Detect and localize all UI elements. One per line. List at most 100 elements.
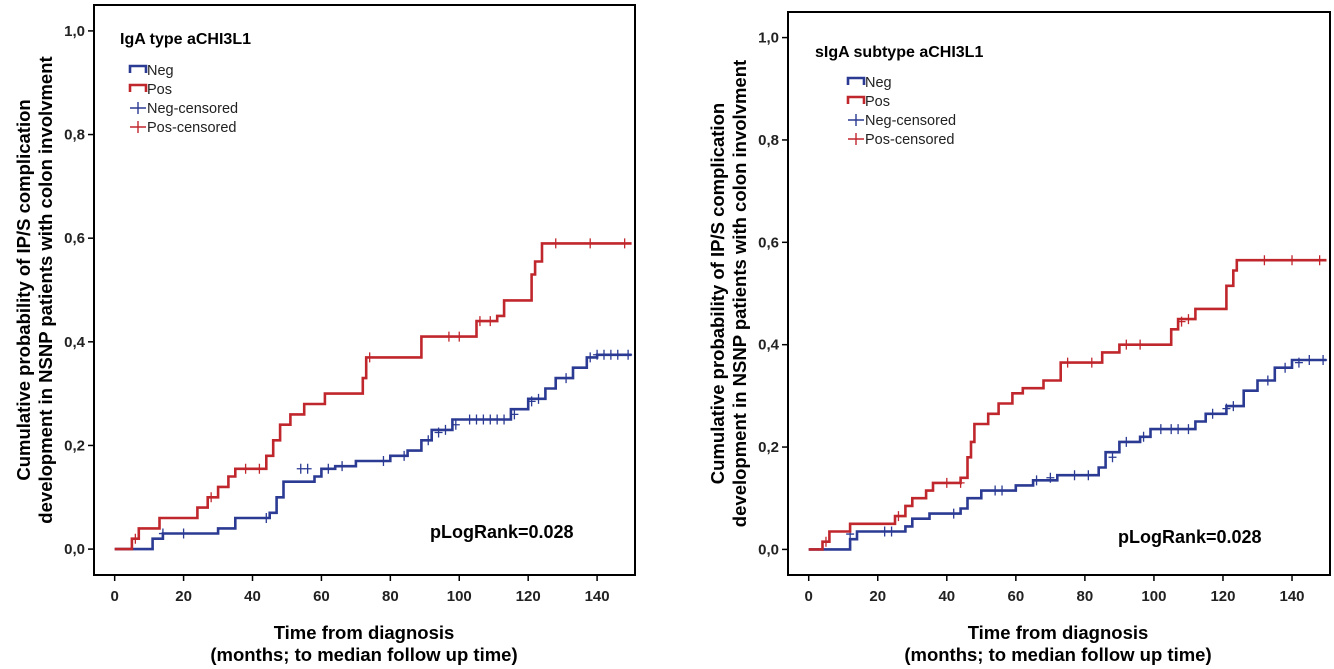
y-tick-label: 0,4 [758,337,780,354]
censor-mark-neg [1281,362,1290,373]
censor-mark-neg [338,461,347,472]
x-tick-label: 80 [382,588,399,605]
censor-mark-neg [441,424,450,435]
legend-swatch-censor [130,121,146,133]
legend-label: Neg [147,63,174,79]
legend-label: Pos-censored [865,132,954,148]
series-line-pos [114,242,632,551]
censor-mark-neg [400,450,409,461]
censor-mark-pos [486,316,495,327]
censor-mark-pos [551,238,560,249]
x-axis-label: (months; to median follow up time) [210,644,517,665]
censor-mark-neg [1263,375,1272,386]
censor-mark-neg [493,414,502,425]
censor-mark-neg [593,349,602,360]
x-tick-label: 20 [869,588,886,605]
censor-mark-pos [1136,339,1145,350]
censor-mark-neg [1167,424,1176,435]
y-tick-label: 0,6 [758,234,779,251]
x-tick-label: 120 [516,588,541,605]
y-tick-label: 0,8 [64,127,85,144]
censor-mark-neg [303,463,312,474]
censor-mark-pos [1184,314,1193,325]
censor-mark-neg [179,528,188,539]
legend-swatch-censor [848,114,864,126]
censor-mark-neg [1108,452,1117,463]
censor-mark-neg [949,508,958,519]
censor-mark-neg [1229,401,1238,412]
censor-mark-neg [479,414,488,425]
censor-mark-neg [379,456,388,466]
censor-mark-pos [241,463,250,474]
censor-mark-pos [1087,357,1096,368]
censor-mark-neg [465,414,474,425]
censor-mark-pos [620,238,629,249]
censor-mark-neg [1156,424,1165,435]
censor-mark-neg [1084,470,1093,481]
censor-mark-neg [606,349,615,360]
x-tick-label: 140 [1280,588,1305,605]
y-tick-label: 1,0 [758,30,779,47]
censor-mark-pos [255,463,264,474]
plogrank-annotation: pLogRank=0.028 [430,522,574,542]
censor-mark-pos [475,316,484,327]
censor-mark-neg [1046,472,1055,483]
legend-swatch-line [128,83,148,92]
censor-mark-neg [486,414,495,425]
censor-mark-neg [1319,355,1328,366]
censor-mark-neg [1305,355,1314,366]
censor-mark-pos [1122,339,1131,350]
y-axis-label: Cumulative probability of IP/S complicat… [13,99,34,480]
legend-swatch-line [846,76,866,85]
censor-mark-neg [510,409,519,420]
censor-mark-neg [586,352,595,363]
censor-mark-neg [158,528,167,539]
y-tick-label: 0,6 [64,230,85,247]
y-tick-label: 0,0 [64,541,85,558]
legend-label: Pos [147,82,172,98]
censor-mark-neg [424,435,433,446]
x-tick-label: 0 [111,588,119,605]
censor-mark-neg [613,349,622,360]
plot-frame [787,11,1331,576]
y-tick-label: 0,0 [758,541,779,558]
chart-panel-iga: 0,0 0,2 0,4 0,6 0,8 1,0 0 20 40 60 80 100 120 140 Cumu… [13,4,636,665]
y-tick-label: 0,8 [758,132,779,149]
censor-mark-neg [1294,357,1303,368]
censor-mark-neg [887,526,896,537]
legend-label: Pos [865,94,890,110]
censor-mark-neg [1139,431,1148,442]
censor-mark-pos [956,477,965,488]
censor-mark-neg [500,414,509,425]
censor-mark-pos [365,352,374,363]
censor-mark-neg [991,485,1000,496]
censor-mark-pos [1063,357,1072,368]
y-tick-label: 0,2 [758,439,779,456]
y-axis-label: development in NSNP patients with colon … [35,56,56,523]
x-tick-label: 20 [175,588,192,605]
x-axis-label: (months; to median follow up time) [904,644,1211,665]
legend-label: Neg-censored [147,101,238,117]
censor-mark-pos [444,331,453,342]
censor-mark-neg [1070,470,1079,481]
censor-mark-neg [534,393,543,404]
plot-frame [93,4,636,576]
y-axis-label: development in NSNP patients with colon … [729,60,750,527]
censor-mark-neg [434,427,443,438]
chart-subtitle: sIgA subtype aCHI3L1 [815,44,983,61]
x-tick-label: 140 [585,588,610,605]
censor-mark-neg [1032,475,1041,486]
censor-mark-neg [1208,408,1217,419]
x-tick-label: 120 [1210,588,1235,605]
censor-mark-neg [296,463,305,474]
x-tick-label: 40 [244,588,261,605]
censor-mark-pos [1177,316,1186,327]
censor-mark-pos [821,536,830,547]
x-tick-label: 40 [938,588,955,605]
x-tick-label: 60 [1008,588,1025,605]
series-line-neg [114,353,632,551]
censor-mark-pos [1315,255,1324,266]
censor-mark-neg [880,526,889,537]
censor-mark-neg [472,414,481,425]
